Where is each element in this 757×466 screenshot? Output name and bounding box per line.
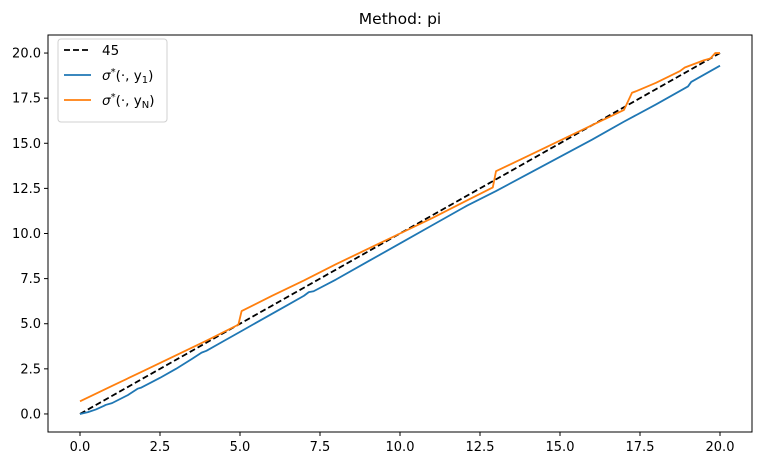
y-tick-label: 7.5	[20, 272, 41, 287]
y-tick-label: 10.0	[12, 227, 41, 242]
legend-box	[57, 38, 168, 123]
y-tick-label: 15.0	[12, 137, 41, 152]
y-tick-label: 2.5	[20, 362, 41, 377]
y-tick-label: 17.5	[12, 92, 41, 107]
legend-label-1: 45	[102, 43, 119, 59]
x-tick-label: 7.5	[310, 440, 331, 455]
y-tick-label: 12.5	[12, 182, 41, 197]
legend-label-3: σ*(·, yN)	[102, 92, 154, 111]
x-tick-label: 17.5	[626, 440, 655, 455]
series-line-3	[79, 52, 720, 403]
y-tick-label: 5.0	[20, 317, 41, 332]
y-tick-label: 20.0	[12, 47, 41, 62]
x-tick-label: 0.0	[70, 440, 91, 455]
x-tick-label: 12.5	[466, 440, 495, 455]
x-tick-label: 10.0	[386, 440, 415, 455]
x-tick-label: 2.5	[150, 440, 171, 455]
series-line-1	[79, 52, 721, 415]
legend: 45 σ*(·, y1) σ*(·, yN)	[57, 38, 168, 123]
plot-lines	[79, 52, 721, 415]
chart-title: Method: pi	[359, 10, 441, 28]
x-tick-label: 5.0	[230, 440, 251, 455]
x-tick-label: 15.0	[546, 440, 575, 455]
y-tick-label: 0.0	[20, 407, 41, 422]
y-axis: 0.0 2.5 5.0 7.5 10.0 12.5 15.0 17.5 20.0	[12, 47, 48, 422]
series-line-2	[79, 64, 721, 415]
legend-label-2: σ*(·, y1)	[102, 67, 153, 86]
x-axis: 0.0 2.5 5.0 7.5 10.0 12.5 15.0 17.5 20.0	[70, 432, 735, 455]
x-tick-label: 20.0	[706, 440, 735, 455]
